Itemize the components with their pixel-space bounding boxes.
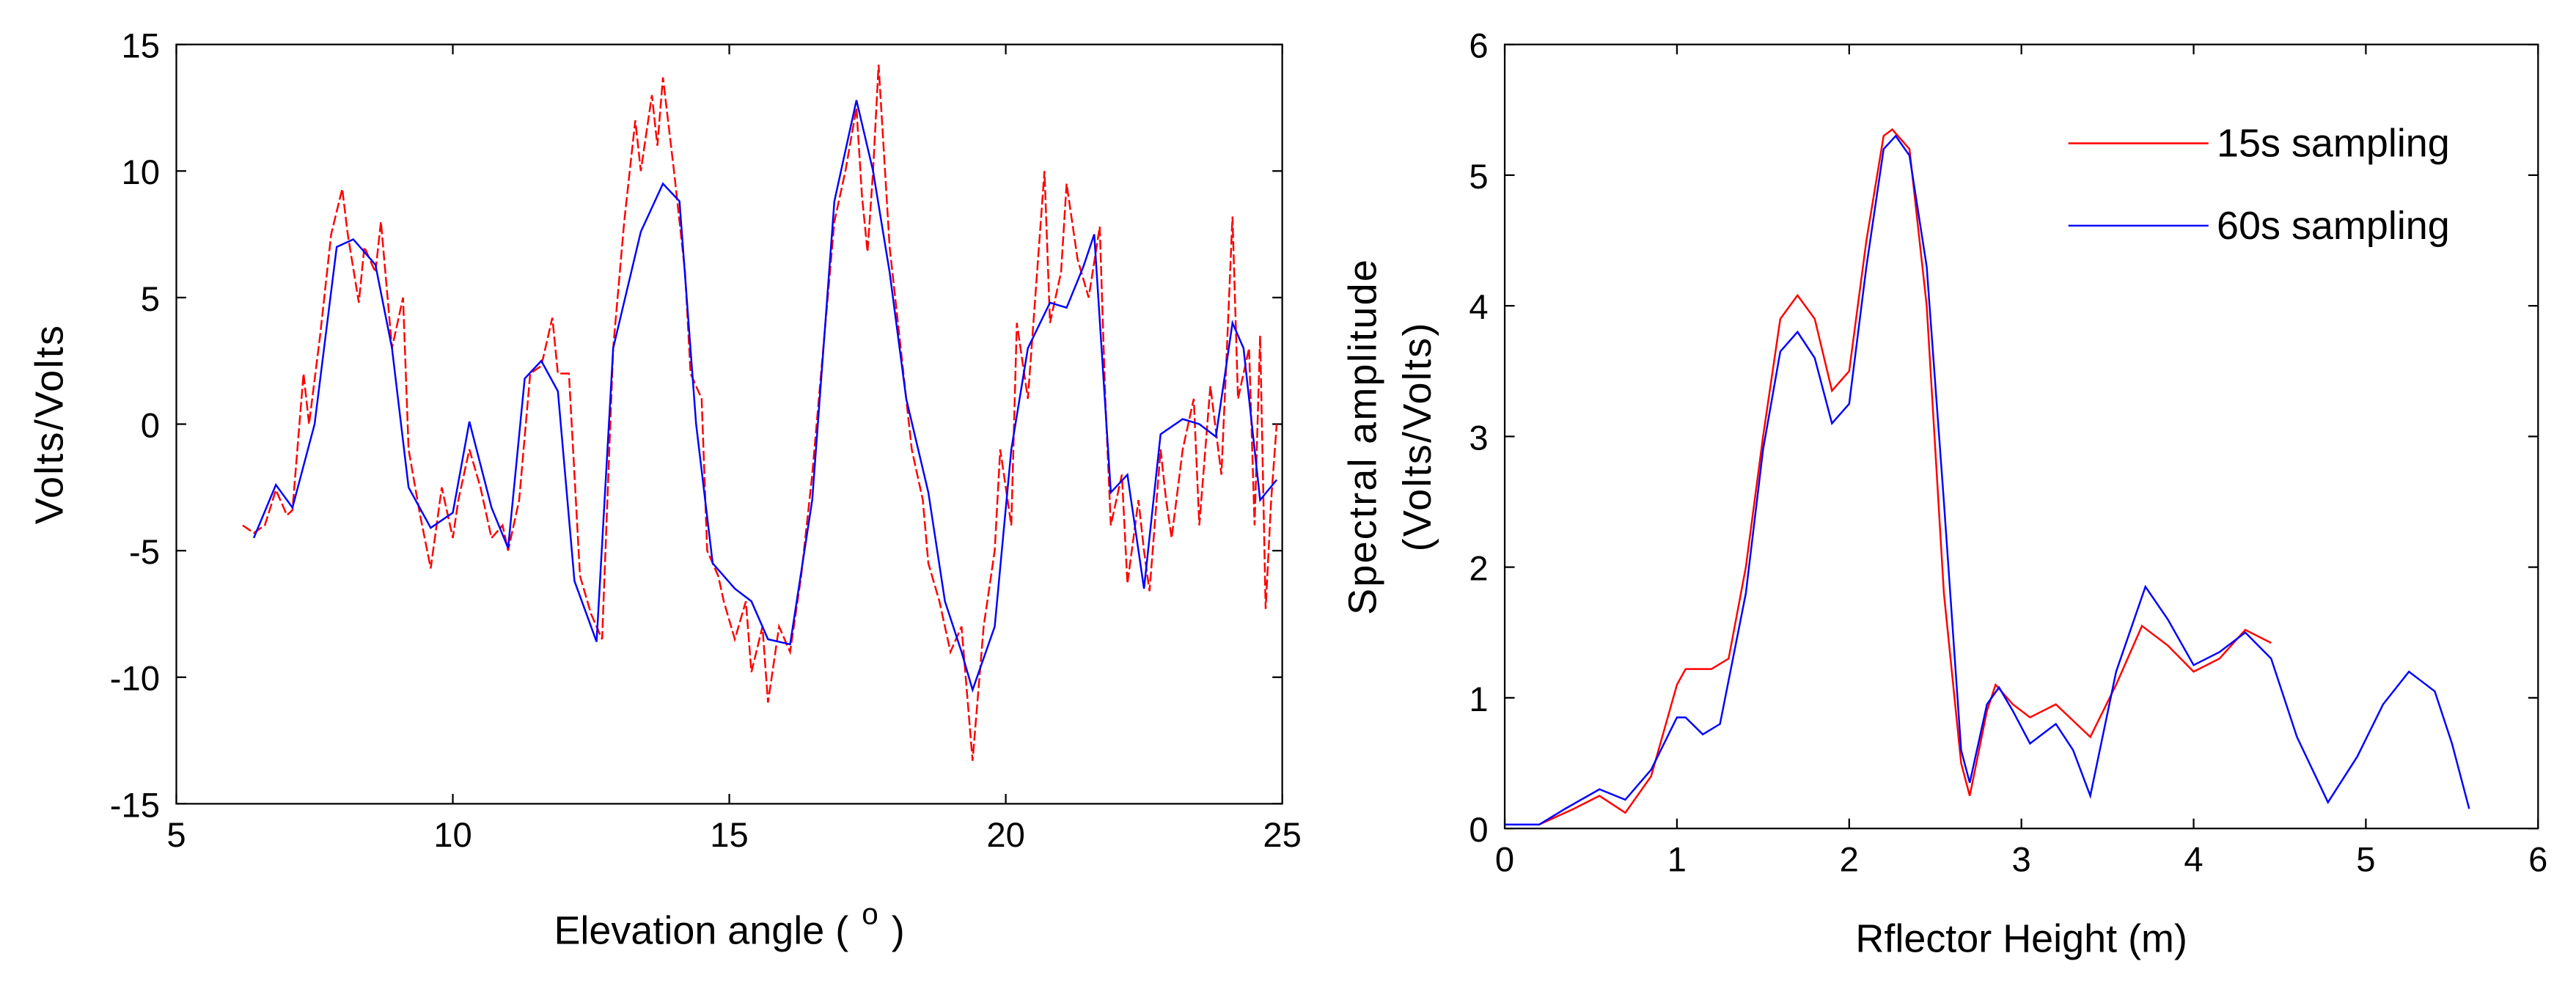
series-line [1505,134,2470,825]
x-tick-label: 5 [2356,841,2375,880]
y-tick-label: 0 [1469,811,1488,850]
x-tick-label: 6 [2528,841,2547,880]
y-tick-label: 3 [1469,419,1488,457]
y-tick-label: 0 [141,407,160,446]
legend-label: 60s sampling [2217,204,2450,248]
y-tick-label: 5 [141,280,160,319]
x-tick-label: 10 [433,816,472,855]
y-tick-label: 6 [1469,27,1488,66]
x-axis-label-text: Elevation angle ( [554,908,848,952]
series-line [242,65,1278,761]
y-tick-label: 15 [122,27,161,66]
x-axis-label: Elevation angle ( o) [554,897,904,952]
x-tick-label: 2 [1840,841,1859,880]
legend-label: 15s sampling [2217,121,2450,165]
y-tick-label: -15 [110,786,160,825]
y-tick-label: 2 [1469,550,1488,589]
x-tick-label: 25 [1263,816,1302,855]
x-tick-label: 3 [2012,841,2031,880]
y-tick-label: -10 [110,660,160,699]
y-tick-label: 10 [122,153,161,192]
x-axis-label-end: ) [892,908,905,952]
y-axis-label: Spectral amplitude [1341,258,1385,615]
plot-frame [175,43,1283,805]
y-axis-label: Volts/Volts [27,324,71,524]
y-axis-label: (Volts/Volts) [1395,321,1439,551]
x-tick-label: 4 [2184,841,2203,880]
x-tick-label: 1 [1667,841,1687,880]
x-tick-label: 5 [166,816,186,855]
y-tick-label: 5 [1469,158,1488,196]
x-axis-label: Rflector Height (m) [1855,917,2187,961]
y-tick-label: 1 [1469,680,1488,719]
series-line [252,100,1278,694]
series-line [1538,128,2272,825]
x-tick-label: 0 [1495,841,1514,880]
x-axis-label-sup: o [862,897,878,930]
x-tick-label: 15 [710,816,749,855]
x-tick-label: 20 [986,816,1025,855]
y-tick-label: 4 [1469,288,1488,327]
x-axis-label-text: Rflector Height (m) [1855,917,2187,961]
y-tick-label: -5 [129,533,160,572]
